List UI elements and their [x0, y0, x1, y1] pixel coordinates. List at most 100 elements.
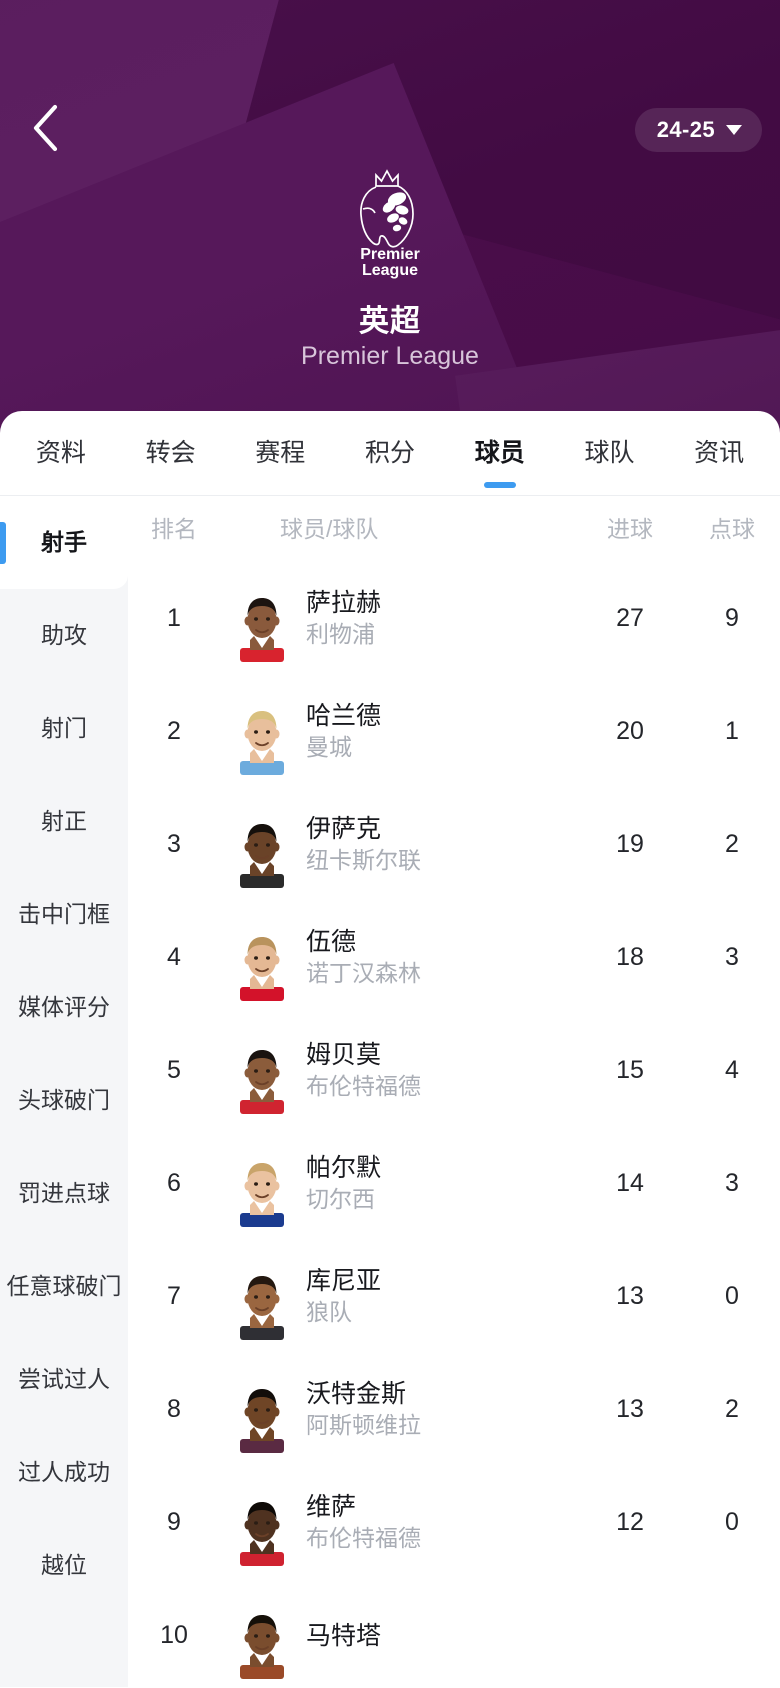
table-row[interactable]: 6 帕尔默 切尔西 14 3	[128, 1127, 780, 1240]
tab-1[interactable]: 转会	[116, 411, 226, 496]
stats-body: 射手 助攻 射门 射正 击中门框 媒体评分 头球破门 罚进点球 任意球破门 尝试过人 过人成功 越位 …	[0, 496, 780, 1687]
player-avatar	[234, 689, 290, 775]
cell-penalties: 4	[725, 1056, 739, 1084]
player-team: 纽卡斯尔联	[306, 847, 421, 874]
table-row[interactable]: 10 马特塔	[128, 1579, 780, 1688]
player-avatar	[234, 1367, 290, 1453]
table-row[interactable]: 7 库尼亚 狼队 13 0	[128, 1240, 780, 1353]
tab-5[interactable]: 球队	[555, 411, 665, 496]
sidebar-item-label: 射手	[41, 529, 87, 555]
sidebar-item-label: 助攻	[41, 622, 87, 648]
sidebar-item-label: 头球破门	[18, 1087, 110, 1113]
player-avatar	[234, 576, 290, 662]
season-label: 24-25	[656, 117, 715, 142]
table-row[interactable]: 8 沃特金斯 阿斯顿维拉 13 2	[128, 1353, 780, 1466]
cell-goals: 13	[616, 1395, 644, 1423]
player-name: 伊萨克	[306, 815, 382, 844]
svg-text:Premier: Premier	[360, 246, 420, 263]
cell-penalties: 9	[725, 604, 739, 632]
player-name: 萨拉赫	[306, 589, 382, 618]
cell-goals: 27	[616, 604, 644, 632]
cell-player: 库尼亚 狼队	[220, 1254, 576, 1340]
tab-2[interactable]: 赛程	[225, 411, 335, 496]
season-selector[interactable]: 24-25	[634, 108, 762, 152]
cell-player: 姆贝莫 布伦特福德	[220, 1028, 576, 1114]
cell-penalties: 3	[725, 1169, 739, 1197]
cell-player: 帕尔默 切尔西	[220, 1141, 576, 1227]
premier-league-lion-icon: Premier League	[343, 163, 437, 281]
table-row[interactable]: 4 伍德 诺丁汉森林 18 3	[128, 901, 780, 1014]
tab-label: 积分	[365, 438, 416, 467]
tab-4[interactable]: 球员	[445, 411, 555, 496]
cell-penalties: 3	[725, 943, 739, 971]
sidebar-item-8[interactable]: 任意球破门	[0, 1240, 128, 1333]
player-stats-table: 排名 球员/球队 进球 点球 1 萨拉赫 利物浦 27 9 2 哈兰德 曼城 20 1 3 伊萨克 纽卡…	[128, 496, 780, 1687]
player-name: 维萨	[306, 1493, 357, 1522]
sidebar-item-3[interactable]: 射正	[0, 775, 128, 868]
cell-player: 马特塔	[220, 1593, 576, 1679]
player-avatar	[234, 1028, 290, 1114]
cell-player: 萨拉赫 利物浦	[220, 576, 576, 662]
league-hero-header	[0, 0, 780, 460]
cell-rank: 7	[167, 1282, 181, 1310]
cell-rank: 9	[167, 1508, 181, 1536]
cell-penalties: 1	[725, 717, 739, 745]
back-button[interactable]	[14, 96, 78, 160]
sidebar-item-label: 罚进点球	[18, 1180, 110, 1206]
sidebar-item-6[interactable]: 头球破门	[0, 1054, 128, 1147]
table-row[interactable]: 9 维萨 布伦特福德 12 0	[128, 1466, 780, 1579]
table-row[interactable]: 3 伊萨克 纽卡斯尔联 19 2	[128, 788, 780, 901]
cell-goals: 20	[616, 717, 644, 745]
sidebar-item-10[interactable]: 过人成功	[0, 1426, 128, 1519]
league-title: 英超	[359, 305, 421, 338]
tab-label: 转会	[145, 438, 196, 467]
cell-player: 伍德 诺丁汉森林	[220, 915, 576, 1001]
svg-text:League: League	[362, 262, 418, 279]
header-goals: 进球	[607, 515, 653, 542]
table-body: 1 萨拉赫 利物浦 27 9 2 哈兰德 曼城 20 1 3 伊萨克 纽卡斯尔联 19 2 4 伍德 诺丁汉森林 1…	[128, 562, 780, 1688]
player-name: 伍德	[306, 928, 357, 957]
tab-6[interactable]: 资讯	[664, 411, 774, 496]
header-rank: 排名	[151, 515, 197, 542]
stat-category-sidebar[interactable]: 射手助攻射门射正击中门框媒体评分头球破门罚进点球任意球破门尝试过人 过人成功 越位	[0, 496, 128, 1687]
player-team: 布伦特福德	[306, 1073, 421, 1100]
tab-label: 赛程	[255, 438, 306, 467]
player-name: 帕尔默	[306, 1154, 382, 1183]
sidebar-item-4[interactable]: 击中门框	[0, 868, 128, 961]
player-team: 曼城	[306, 734, 352, 761]
tab-bar: 资料 转会 赛程 积分 球员 球队 资讯	[0, 411, 780, 496]
player-name: 沃特金斯	[306, 1380, 407, 1409]
tab-3[interactable]: 积分	[335, 411, 445, 496]
table-row[interactable]: 1 萨拉赫 利物浦 27 9	[128, 562, 780, 675]
cell-penalties: 2	[725, 1395, 739, 1423]
table-row[interactable]: 2 哈兰德 曼城 20 1	[128, 675, 780, 788]
sidebar-item-5[interactable]: 媒体评分	[0, 961, 128, 1054]
tab-label: 资讯	[694, 438, 745, 467]
cell-penalties: 0	[725, 1508, 739, 1536]
tab-0[interactable]: 资料	[6, 411, 116, 496]
sidebar-item-1[interactable]: 助攻	[0, 589, 128, 682]
header-player: 球员/球队	[280, 515, 379, 542]
sidebar-item-label: 任意球破门	[6, 1273, 122, 1299]
active-tab-indicator	[483, 481, 516, 488]
cell-rank: 4	[167, 943, 181, 971]
cell-rank: 1	[167, 604, 181, 632]
sidebar-item-11[interactable]: 越位	[0, 1519, 128, 1612]
sidebar-item-2[interactable]: 射门	[0, 682, 128, 775]
sidebar-item-9[interactable]: 尝试过人	[0, 1333, 128, 1426]
sidebar-item-label: 击中门框	[18, 901, 110, 927]
cell-goals: 15	[616, 1056, 644, 1084]
tab-label: 球队	[584, 438, 635, 467]
player-avatar	[234, 1593, 290, 1679]
sidebar-item-0[interactable]: 射手	[0, 496, 128, 589]
player-team: 阿斯顿维拉	[306, 1412, 421, 1439]
sidebar-item-label: 射正	[41, 808, 87, 834]
cell-player: 哈兰德 曼城	[220, 689, 576, 775]
table-header-row: 排名 球员/球队 进球 点球	[128, 496, 780, 562]
cell-goals: 13	[616, 1282, 644, 1310]
sidebar-item-7[interactable]: 罚进点球	[0, 1147, 128, 1240]
cell-goals: 19	[616, 830, 644, 858]
table-row[interactable]: 5 姆贝莫 布伦特福德 15 4	[128, 1014, 780, 1127]
player-team: 切尔西	[306, 1186, 375, 1213]
